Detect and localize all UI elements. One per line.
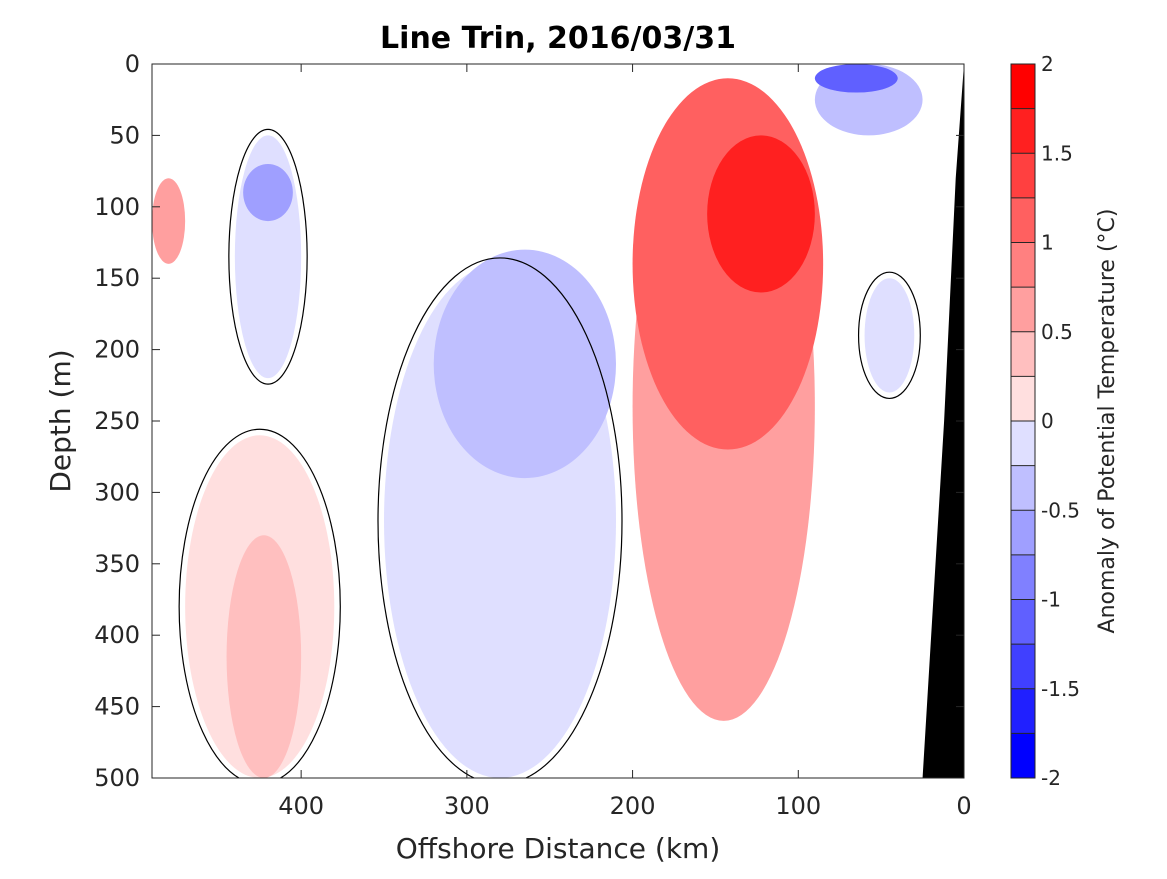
cool-anomaly-region xyxy=(243,163,293,222)
x-tick-label: 300 xyxy=(444,792,490,820)
colorbar-swatch xyxy=(1011,108,1035,154)
y-tick-label: 100 xyxy=(94,193,140,221)
colorbar-tick-label: 1 xyxy=(1041,231,1054,255)
colorbar-swatch xyxy=(1011,599,1035,645)
colorbar-tick-label: 1.5 xyxy=(1041,141,1073,165)
colorbar-swatch xyxy=(1011,376,1035,422)
y-axis-label: Depth (m) xyxy=(44,349,77,492)
colorbar-swatch xyxy=(1011,644,1035,690)
warm-anomaly-region xyxy=(707,135,815,293)
x-tick-label: 100 xyxy=(775,792,821,820)
y-tick-label: 300 xyxy=(94,478,140,506)
x-tick-label: 400 xyxy=(278,792,324,820)
colorbar-swatch xyxy=(1011,421,1035,467)
zero-contour-line xyxy=(377,257,623,778)
y-tick-label: 500 xyxy=(94,764,140,792)
y-tick-label: 250 xyxy=(94,407,140,435)
y-tick-label: 0 xyxy=(125,50,140,78)
seafloor-mask xyxy=(922,64,964,778)
colorbar-swatch xyxy=(1011,153,1035,199)
x-axis-label: Offshore Distance (km) xyxy=(396,832,721,865)
y-tick-label: 200 xyxy=(94,336,140,364)
x-tick-label: 0 xyxy=(956,792,971,820)
colorbar-tick-label: 0.5 xyxy=(1041,320,1073,344)
cool-anomaly-region xyxy=(433,249,616,479)
colorbar-swatch xyxy=(1011,688,1035,734)
colorbar-tick-label: -0.5 xyxy=(1041,498,1080,522)
zero-contour-line xyxy=(178,428,341,778)
colorbar-swatch xyxy=(1011,64,1035,110)
y-tick-label: 350 xyxy=(94,550,140,578)
colorbar-tick-label: 0 xyxy=(1041,409,1054,433)
zero-contour-line xyxy=(857,271,921,400)
colorbar-swatch xyxy=(1011,554,1035,600)
colorbar-swatch xyxy=(1011,733,1035,779)
colorbar-swatch xyxy=(1011,242,1035,288)
cool-anomaly-region xyxy=(814,64,898,93)
warm-anomaly-region xyxy=(152,178,186,264)
colorbar-tick-label: 2 xyxy=(1041,52,1054,76)
colorbar-swatch xyxy=(1011,331,1035,377)
colorbar-tick-label: -1 xyxy=(1041,588,1061,612)
cool-anomaly-region xyxy=(864,278,915,393)
colorbar-swatch xyxy=(1011,510,1035,556)
y-tick-label: 400 xyxy=(94,621,140,649)
colorbar-tick-label: -2 xyxy=(1041,766,1061,790)
zero-contour-line xyxy=(228,128,308,385)
warm-anomaly-region xyxy=(226,535,302,778)
colorbar-tick-label: -1.5 xyxy=(1041,677,1080,701)
y-tick-label: 450 xyxy=(94,693,140,721)
colorbar-swatch xyxy=(1011,465,1035,511)
y-tick-label: 50 xyxy=(109,121,140,149)
x-tick-label: 200 xyxy=(610,792,656,820)
y-tick-label: 150 xyxy=(94,264,140,292)
colorbar-swatch xyxy=(1011,197,1035,243)
colorbar-swatch xyxy=(1011,287,1035,333)
chart-title: Line Trin, 2016/03/31 xyxy=(380,21,736,56)
colorbar-label: Anomaly of Potential Temperature (°C) xyxy=(1095,209,1120,634)
colorbar-frame xyxy=(1010,63,1036,779)
